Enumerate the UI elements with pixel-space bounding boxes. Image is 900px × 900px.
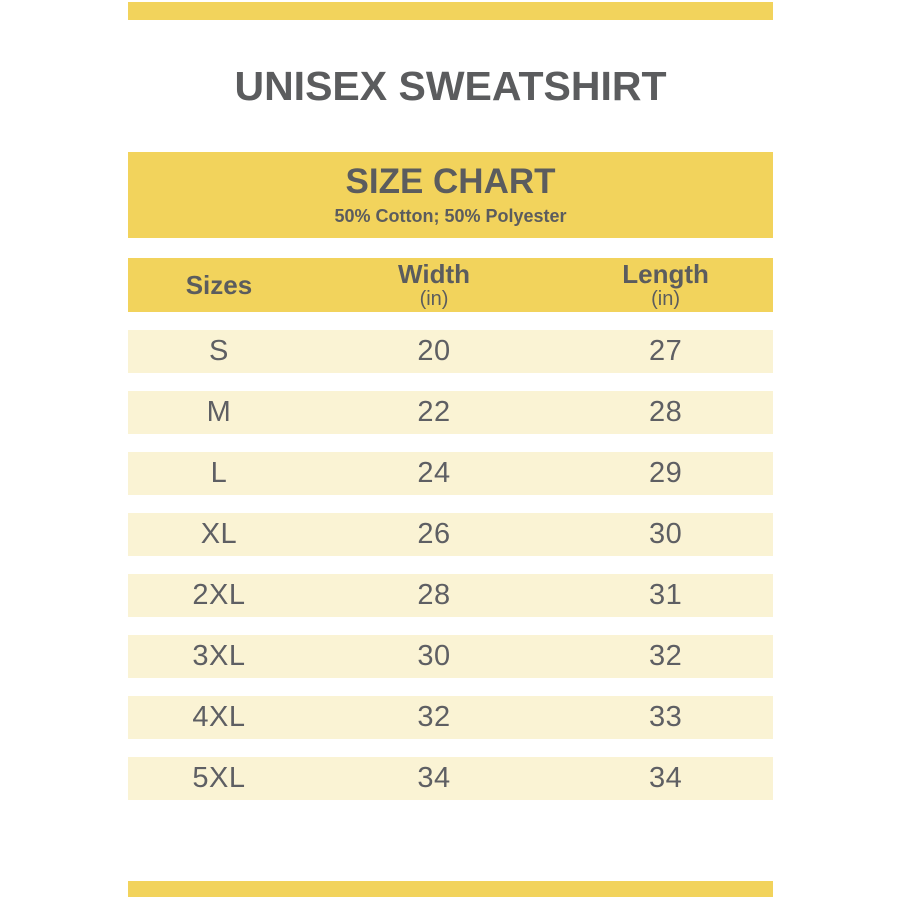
table-row-2xl: 2XL 28 31 — [128, 574, 773, 617]
cell-width: 20 — [417, 335, 451, 367]
bottom-accent-bar — [128, 881, 773, 897]
cell-size: 3XL — [192, 640, 246, 672]
column-header-sizes: Sizes — [128, 258, 310, 312]
material-subheading: 50% Cotton; 50% Polyester — [334, 206, 567, 226]
cell-size: S — [209, 335, 229, 367]
width-column-label: Width — [398, 259, 471, 289]
table-header-row: Sizes Width (in) Length (in) — [128, 258, 773, 312]
cell-width: 24 — [417, 457, 451, 489]
content-column: UNISEX SWEATSHIRT SIZE CHART 50% Cotton;… — [128, 0, 773, 900]
table-row-xl: XL 26 30 — [128, 513, 773, 556]
size-chart-header: SIZE CHART 50% Cotton; 50% Polyester — [128, 152, 773, 238]
cell-length: 32 — [648, 640, 683, 672]
cell-width: 32 — [417, 701, 451, 733]
cell-length: 34 — [648, 762, 683, 794]
cell-length: 27 — [648, 335, 683, 367]
cell-size: 5XL — [192, 762, 246, 794]
cell-length: 30 — [648, 518, 683, 550]
cell-width: 26 — [417, 518, 451, 550]
column-header-width: Width (in) — [310, 258, 558, 312]
size-chart-heading: SIZE CHART — [345, 162, 556, 201]
sizes-column-label: Sizes — [185, 270, 253, 300]
cell-width: 28 — [417, 579, 451, 611]
cell-size: 4XL — [192, 701, 246, 733]
table-row-4xl: 4XL 32 33 — [128, 696, 773, 739]
cell-length: 33 — [648, 701, 683, 733]
cell-width: 22 — [417, 396, 451, 428]
cell-size: L — [210, 457, 228, 489]
cell-width: 34 — [417, 762, 451, 794]
column-header-length: Length (in) — [558, 258, 773, 312]
cell-length: 31 — [648, 579, 683, 611]
table-row-5xl: 5XL 34 34 — [128, 757, 773, 800]
cell-length: 28 — [648, 396, 683, 428]
cell-size: XL — [200, 518, 238, 550]
table-row-l: L 24 29 — [128, 452, 773, 495]
top-accent-bar — [128, 2, 773, 20]
length-column-label: Length — [622, 259, 709, 289]
cell-size: M — [206, 396, 232, 428]
size-table: S 20 27 M 22 28 L 24 29 XL 26 30 2XL 28 — [128, 330, 773, 818]
width-column-unit: (in) — [419, 288, 449, 310]
table-row-m: M 22 28 — [128, 391, 773, 434]
page-title: UNISEX SWEATSHIRT — [234, 63, 667, 109]
cell-width: 30 — [417, 640, 451, 672]
cell-length: 29 — [648, 457, 683, 489]
length-column-unit: (in) — [651, 288, 681, 310]
cell-size: 2XL — [192, 579, 246, 611]
table-row-3xl: 3XL 30 32 — [128, 635, 773, 678]
table-row-s: S 20 27 — [128, 330, 773, 373]
